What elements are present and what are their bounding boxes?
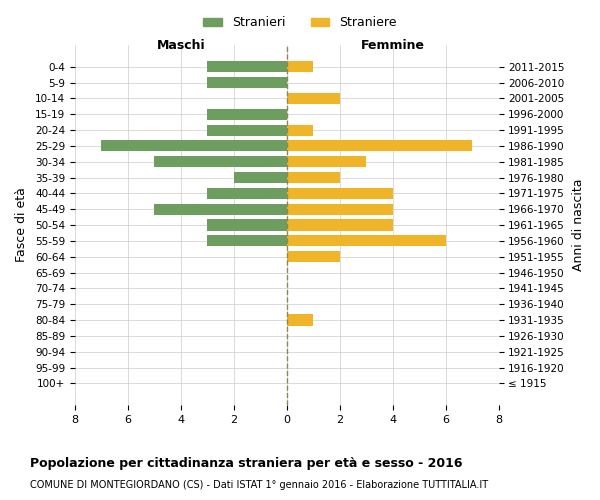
Bar — [208, 108, 287, 120]
Text: COMUNE DI MONTEGIORDANO (CS) - Dati ISTAT 1° gennaio 2016 - Elaborazione TUTTITA: COMUNE DI MONTEGIORDANO (CS) - Dati ISTA… — [30, 480, 488, 490]
Text: Femmine: Femmine — [361, 40, 425, 52]
Bar — [287, 61, 313, 72]
Bar — [208, 77, 287, 88]
Bar — [208, 61, 287, 72]
Bar — [154, 156, 287, 168]
Y-axis label: Fasce di età: Fasce di età — [15, 188, 28, 262]
Bar — [208, 236, 287, 246]
Text: Popolazione per cittadinanza straniera per età e sesso - 2016: Popolazione per cittadinanza straniera p… — [30, 458, 463, 470]
Bar — [287, 204, 392, 214]
Text: Maschi: Maschi — [157, 40, 205, 52]
Bar — [287, 140, 472, 151]
Bar — [208, 220, 287, 230]
Bar — [234, 172, 287, 183]
Bar — [287, 156, 366, 168]
Legend: Stranieri, Straniere: Stranieri, Straniere — [198, 11, 402, 34]
Bar — [287, 124, 313, 136]
Bar — [287, 93, 340, 104]
Bar — [208, 188, 287, 199]
Bar — [287, 236, 446, 246]
Bar — [287, 251, 340, 262]
Bar — [287, 172, 340, 183]
Bar — [287, 220, 392, 230]
Bar — [154, 204, 287, 214]
Bar — [287, 188, 392, 199]
Bar — [101, 140, 287, 151]
Y-axis label: Anni di nascita: Anni di nascita — [572, 179, 585, 272]
Bar — [287, 314, 313, 326]
Bar — [208, 124, 287, 136]
